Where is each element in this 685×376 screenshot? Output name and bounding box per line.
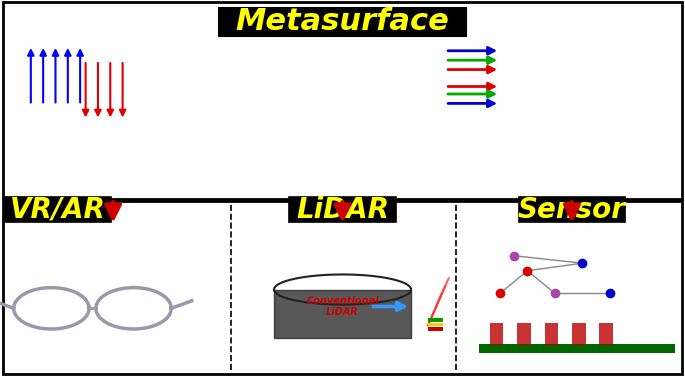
- Bar: [545, 323, 558, 345]
- Bar: [428, 327, 443, 331]
- Bar: [3, 2, 682, 199]
- Text: Sensor: Sensor: [518, 196, 626, 224]
- FancyBboxPatch shape: [5, 197, 111, 222]
- Bar: [572, 323, 586, 345]
- Bar: [428, 318, 443, 322]
- Text: VR/AR: VR/AR: [10, 196, 106, 224]
- Bar: [599, 323, 613, 345]
- Bar: [3, 201, 682, 374]
- Bar: [517, 323, 531, 345]
- Text: Conventional
LiDAR: Conventional LiDAR: [306, 296, 379, 317]
- Text: LiDAR: LiDAR: [296, 196, 389, 224]
- Bar: [490, 323, 503, 345]
- FancyBboxPatch shape: [289, 197, 396, 222]
- FancyBboxPatch shape: [219, 8, 466, 36]
- Bar: [428, 323, 443, 326]
- Bar: [479, 344, 675, 353]
- Text: Metasurface: Metasurface: [236, 7, 449, 36]
- FancyBboxPatch shape: [519, 197, 625, 222]
